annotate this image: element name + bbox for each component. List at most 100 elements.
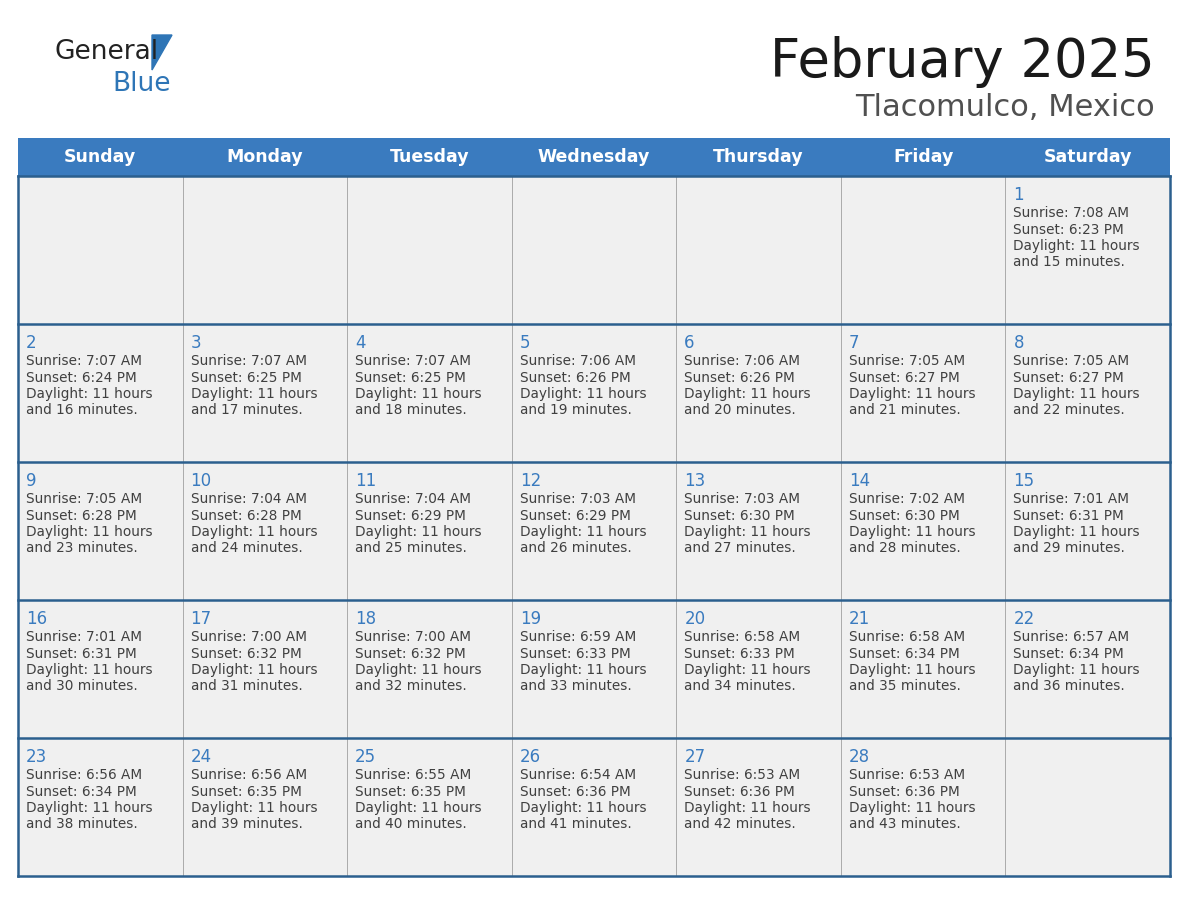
Text: Sunset: 6:26 PM: Sunset: 6:26 PM bbox=[684, 371, 795, 385]
Bar bbox=[1005, 176, 1170, 324]
Bar bbox=[676, 324, 841, 462]
Text: 5: 5 bbox=[519, 334, 530, 352]
Text: and 32 minutes.: and 32 minutes. bbox=[355, 679, 467, 693]
Text: and 38 minutes.: and 38 minutes. bbox=[26, 818, 138, 832]
Text: Daylight: 11 hours: Daylight: 11 hours bbox=[355, 387, 482, 401]
Bar bbox=[841, 176, 1005, 324]
Text: and 24 minutes.: and 24 minutes. bbox=[190, 542, 302, 555]
Text: Sunrise: 6:57 AM: Sunrise: 6:57 AM bbox=[1013, 630, 1130, 644]
Text: Daylight: 11 hours: Daylight: 11 hours bbox=[684, 525, 811, 539]
Text: and 39 minutes.: and 39 minutes. bbox=[190, 818, 303, 832]
Text: Sunrise: 7:05 AM: Sunrise: 7:05 AM bbox=[849, 354, 965, 368]
Text: Daylight: 11 hours: Daylight: 11 hours bbox=[684, 801, 811, 815]
Text: and 20 minutes.: and 20 minutes. bbox=[684, 404, 796, 418]
Text: and 27 minutes.: and 27 minutes. bbox=[684, 542, 796, 555]
Text: Sunrise: 7:03 AM: Sunrise: 7:03 AM bbox=[684, 492, 801, 506]
Text: and 33 minutes.: and 33 minutes. bbox=[519, 679, 632, 693]
Bar bbox=[1005, 738, 1170, 876]
Text: Sunset: 6:36 PM: Sunset: 6:36 PM bbox=[684, 785, 795, 799]
Text: General: General bbox=[55, 39, 159, 65]
Text: Daylight: 11 hours: Daylight: 11 hours bbox=[26, 801, 152, 815]
Text: Daylight: 11 hours: Daylight: 11 hours bbox=[355, 801, 482, 815]
Bar bbox=[512, 176, 676, 324]
Text: 26: 26 bbox=[519, 748, 541, 766]
Bar bbox=[1005, 600, 1170, 738]
Text: Sunrise: 6:59 AM: Sunrise: 6:59 AM bbox=[519, 630, 636, 644]
Text: 9: 9 bbox=[26, 472, 37, 490]
Text: and 21 minutes.: and 21 minutes. bbox=[849, 404, 961, 418]
Text: 25: 25 bbox=[355, 748, 377, 766]
Text: Sunset: 6:24 PM: Sunset: 6:24 PM bbox=[26, 371, 137, 385]
Text: Sunset: 6:29 PM: Sunset: 6:29 PM bbox=[355, 509, 466, 522]
Text: Sunrise: 7:04 AM: Sunrise: 7:04 AM bbox=[190, 492, 307, 506]
Bar bbox=[18, 138, 183, 176]
Text: 24: 24 bbox=[190, 748, 211, 766]
Text: Daylight: 11 hours: Daylight: 11 hours bbox=[849, 663, 975, 677]
Text: 6: 6 bbox=[684, 334, 695, 352]
Text: Daylight: 11 hours: Daylight: 11 hours bbox=[355, 663, 482, 677]
Bar bbox=[512, 324, 676, 462]
Text: Sunset: 6:25 PM: Sunset: 6:25 PM bbox=[190, 371, 302, 385]
Bar bbox=[18, 324, 183, 462]
Text: Sunset: 6:35 PM: Sunset: 6:35 PM bbox=[190, 785, 302, 799]
Text: Sunrise: 7:04 AM: Sunrise: 7:04 AM bbox=[355, 492, 472, 506]
Text: and 36 minutes.: and 36 minutes. bbox=[1013, 679, 1125, 693]
Bar bbox=[18, 738, 183, 876]
Text: and 31 minutes.: and 31 minutes. bbox=[190, 679, 302, 693]
Text: Daylight: 11 hours: Daylight: 11 hours bbox=[684, 387, 811, 401]
Text: Sunset: 6:30 PM: Sunset: 6:30 PM bbox=[849, 509, 960, 522]
Bar bbox=[18, 600, 183, 738]
Text: Daylight: 11 hours: Daylight: 11 hours bbox=[519, 801, 646, 815]
Text: and 19 minutes.: and 19 minutes. bbox=[519, 404, 632, 418]
Text: Sunrise: 6:53 AM: Sunrise: 6:53 AM bbox=[684, 768, 801, 782]
Text: and 42 minutes.: and 42 minutes. bbox=[684, 818, 796, 832]
Text: Sunrise: 7:02 AM: Sunrise: 7:02 AM bbox=[849, 492, 965, 506]
Bar bbox=[347, 738, 512, 876]
Text: 28: 28 bbox=[849, 748, 870, 766]
Text: Sunset: 6:28 PM: Sunset: 6:28 PM bbox=[190, 509, 302, 522]
Text: Daylight: 11 hours: Daylight: 11 hours bbox=[849, 387, 975, 401]
Text: February 2025: February 2025 bbox=[770, 36, 1155, 88]
Text: Sunrise: 7:03 AM: Sunrise: 7:03 AM bbox=[519, 492, 636, 506]
Polygon shape bbox=[152, 35, 172, 70]
Text: Tuesday: Tuesday bbox=[390, 148, 469, 166]
Text: Sunrise: 7:01 AM: Sunrise: 7:01 AM bbox=[26, 630, 143, 644]
Bar bbox=[183, 176, 347, 324]
Text: Sunset: 6:34 PM: Sunset: 6:34 PM bbox=[849, 646, 960, 660]
Text: Sunrise: 7:08 AM: Sunrise: 7:08 AM bbox=[1013, 206, 1130, 220]
Text: Sunset: 6:23 PM: Sunset: 6:23 PM bbox=[1013, 222, 1124, 237]
Text: Daylight: 11 hours: Daylight: 11 hours bbox=[26, 663, 152, 677]
Text: and 18 minutes.: and 18 minutes. bbox=[355, 404, 467, 418]
Text: Sunset: 6:34 PM: Sunset: 6:34 PM bbox=[1013, 646, 1124, 660]
Text: Sunset: 6:33 PM: Sunset: 6:33 PM bbox=[684, 646, 795, 660]
Text: 20: 20 bbox=[684, 610, 706, 628]
Text: Sunrise: 7:06 AM: Sunrise: 7:06 AM bbox=[519, 354, 636, 368]
Bar bbox=[183, 138, 347, 176]
Text: Sunday: Sunday bbox=[64, 148, 137, 166]
Text: Daylight: 11 hours: Daylight: 11 hours bbox=[519, 525, 646, 539]
Text: 8: 8 bbox=[1013, 334, 1024, 352]
Bar bbox=[841, 600, 1005, 738]
Text: 21: 21 bbox=[849, 610, 870, 628]
Text: 1: 1 bbox=[1013, 186, 1024, 204]
Text: Sunrise: 7:05 AM: Sunrise: 7:05 AM bbox=[1013, 354, 1130, 368]
Bar bbox=[841, 738, 1005, 876]
Bar bbox=[347, 138, 512, 176]
Text: Daylight: 11 hours: Daylight: 11 hours bbox=[190, 525, 317, 539]
Text: Sunrise: 7:06 AM: Sunrise: 7:06 AM bbox=[684, 354, 801, 368]
Text: Sunrise: 6:58 AM: Sunrise: 6:58 AM bbox=[684, 630, 801, 644]
Text: Daylight: 11 hours: Daylight: 11 hours bbox=[26, 525, 152, 539]
Text: 18: 18 bbox=[355, 610, 377, 628]
Text: and 40 minutes.: and 40 minutes. bbox=[355, 818, 467, 832]
Bar bbox=[512, 138, 676, 176]
Bar bbox=[183, 324, 347, 462]
Text: 12: 12 bbox=[519, 472, 541, 490]
Bar bbox=[676, 738, 841, 876]
Text: Daylight: 11 hours: Daylight: 11 hours bbox=[1013, 525, 1140, 539]
Bar bbox=[347, 600, 512, 738]
Text: Thursday: Thursday bbox=[713, 148, 804, 166]
Text: Sunrise: 7:07 AM: Sunrise: 7:07 AM bbox=[26, 354, 143, 368]
Text: Daylight: 11 hours: Daylight: 11 hours bbox=[355, 525, 482, 539]
Bar bbox=[841, 324, 1005, 462]
Text: and 35 minutes.: and 35 minutes. bbox=[849, 679, 961, 693]
